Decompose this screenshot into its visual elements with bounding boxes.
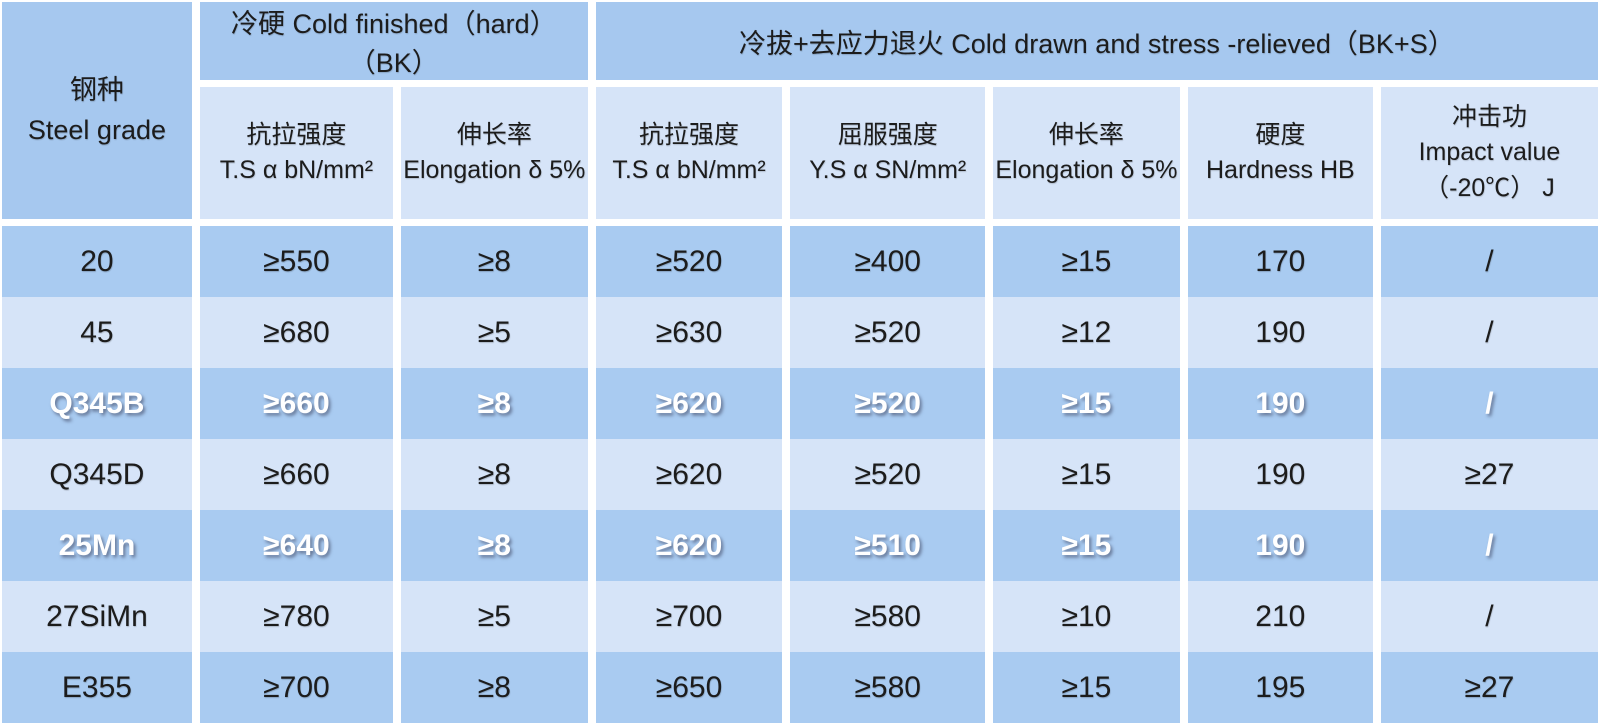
cell-value: 190 <box>1187 368 1381 439</box>
cell-value: / <box>1380 581 1598 652</box>
cell-value: ≥660 <box>199 439 401 510</box>
cell-value: ≥680 <box>199 297 401 368</box>
cell-value: ≥780 <box>199 581 401 652</box>
header-line: Hardness HB <box>1206 156 1355 184</box>
table-row-25mn: 25Mn ≥640 ≥8 ≥620 ≥510 ≥15 190 / <box>2 510 1598 581</box>
cell-value: 190 <box>1187 297 1381 368</box>
table-row-q345d: Q345D ≥660 ≥8 ≥620 ≥520 ≥15 190 ≥27 <box>2 439 1598 510</box>
cell-value: 210 <box>1187 581 1381 652</box>
cell-value: ≥640 <box>199 510 401 581</box>
corner-header-steel-grade: 钢种 Steel grade <box>2 2 200 226</box>
header-line: 抗拉强度 <box>639 120 740 149</box>
table-row-45: 45 ≥680 ≥5 ≥630 ≥520 ≥12 190 / <box>2 297 1598 368</box>
cell-value: ≥5 <box>400 297 596 368</box>
header-line: Elongation δ 5% <box>995 156 1178 184</box>
cell-value: ≥620 <box>595 439 791 510</box>
header-line: （-20℃） J <box>1424 173 1555 202</box>
table-row-27simn: 27SiMn ≥780 ≥5 ≥700 ≥580 ≥10 210 / <box>2 581 1598 652</box>
cell-value: / <box>1380 297 1598 368</box>
column-header-yield-bks: 屈服强度 Y.S α SN/mm² <box>790 87 994 226</box>
header-line: 硬度 <box>1255 120 1306 149</box>
cell-value: ≥27 <box>1380 439 1598 510</box>
cell-value: ≥650 <box>595 652 791 723</box>
header-line: 抗拉强度 <box>246 120 347 149</box>
column-header-elongation-bk: 伸长率 Elongation δ 5% <box>400 87 596 226</box>
cell-value: ≥580 <box>790 581 994 652</box>
header-line: T.S α bN/mm² <box>612 156 766 184</box>
column-header-tensile-bks: 抗拉强度 T.S α bN/mm² <box>595 87 791 226</box>
cell-value: ≥8 <box>400 652 596 723</box>
cell-steel-grade: Q345B <box>2 368 200 439</box>
corner-header-zh: 钢种 <box>69 75 124 106</box>
table-row-e355: E355 ≥700 ≥8 ≥650 ≥580 ≥15 195 ≥27 <box>2 652 1598 723</box>
cell-value: ≥12 <box>993 297 1188 368</box>
cell-value: ≥8 <box>400 226 596 297</box>
cell-value: ≥5 <box>400 581 596 652</box>
cell-value: ≥27 <box>1380 652 1598 723</box>
group-header-bk: 冷硬 Cold finished（hard） （BK） <box>199 2 596 87</box>
cell-steel-grade: 27SiMn <box>2 581 200 652</box>
table-row-20: 20 ≥550 ≥8 ≥520 ≥400 ≥15 170 / <box>2 226 1598 297</box>
cell-value: / <box>1380 510 1598 581</box>
cell-value: 195 <box>1187 652 1381 723</box>
cell-value: ≥510 <box>790 510 994 581</box>
cell-value: 170 <box>1187 226 1381 297</box>
cell-value: ≥15 <box>993 439 1188 510</box>
cell-value: ≥700 <box>199 652 401 723</box>
cell-value: ≥8 <box>400 439 596 510</box>
header-line: Y.S α SN/mm² <box>809 156 967 184</box>
cell-steel-grade: 25Mn <box>2 510 200 581</box>
cell-value: ≥550 <box>199 226 401 297</box>
cell-value: ≥520 <box>790 439 994 510</box>
table-row-q345b: Q345B ≥660 ≥8 ≥620 ≥520 ≥15 190 / <box>2 368 1598 439</box>
header-line: T.S α bN/mm² <box>219 156 374 184</box>
cell-value: ≥660 <box>199 368 401 439</box>
cell-value: ≥520 <box>790 297 994 368</box>
header-line: Elongation δ 5% <box>403 156 586 184</box>
header-line: 冲击功 <box>1451 102 1527 131</box>
cell-value: ≥580 <box>790 652 994 723</box>
cell-value: ≥8 <box>400 510 596 581</box>
column-header-tensile-bk: 抗拉强度 T.S α bN/mm² <box>199 87 401 226</box>
cell-value: 190 <box>1187 510 1381 581</box>
header-line: Impact value <box>1418 138 1561 167</box>
cell-value: ≥15 <box>993 652 1188 723</box>
cell-steel-grade: Q345D <box>2 439 200 510</box>
group-header-bks: 冷拔+去应力退火 Cold drawn and stress -relieved… <box>595 2 1598 87</box>
cell-value: ≥10 <box>993 581 1188 652</box>
cell-value: ≥15 <box>993 368 1188 439</box>
cell-value: ≥620 <box>595 510 791 581</box>
header-line: 屈服强度 <box>837 120 938 149</box>
cell-value: ≥520 <box>595 226 791 297</box>
cell-value: / <box>1380 226 1598 297</box>
header-line: 伸长率 <box>456 120 532 149</box>
cell-value: ≥15 <box>993 510 1188 581</box>
column-header-impact: 冲击功 Impact value （-20℃） J <box>1380 87 1598 226</box>
cell-value: ≥8 <box>400 368 596 439</box>
cell-value: ≥400 <box>790 226 994 297</box>
corner-header-en: Steel grade <box>27 114 166 145</box>
header-line: 伸长率 <box>1048 120 1124 149</box>
cell-value: 190 <box>1187 439 1381 510</box>
cell-value: ≥630 <box>595 297 791 368</box>
cell-steel-grade: 45 <box>2 297 200 368</box>
cell-value: / <box>1380 368 1598 439</box>
group-header-row: 钢种 Steel grade 冷硬 Cold finished（hard） （B… <box>2 2 1598 226</box>
cell-value: ≥15 <box>993 226 1188 297</box>
cell-steel-grade: E355 <box>2 652 200 723</box>
column-header-elongation-bks: 伸长率 Elongation δ 5% <box>993 87 1188 226</box>
cell-steel-grade: 20 <box>2 226 200 297</box>
cell-value: ≥520 <box>790 368 994 439</box>
column-header-row: 抗拉强度 T.S α bN/mm² 伸长率 Elongation δ 5% 抗拉… <box>2 87 1598 226</box>
cell-value: ≥700 <box>595 581 791 652</box>
cell-value: ≥620 <box>595 368 791 439</box>
column-header-hardness: 硬度 Hardness HB <box>1187 87 1381 226</box>
